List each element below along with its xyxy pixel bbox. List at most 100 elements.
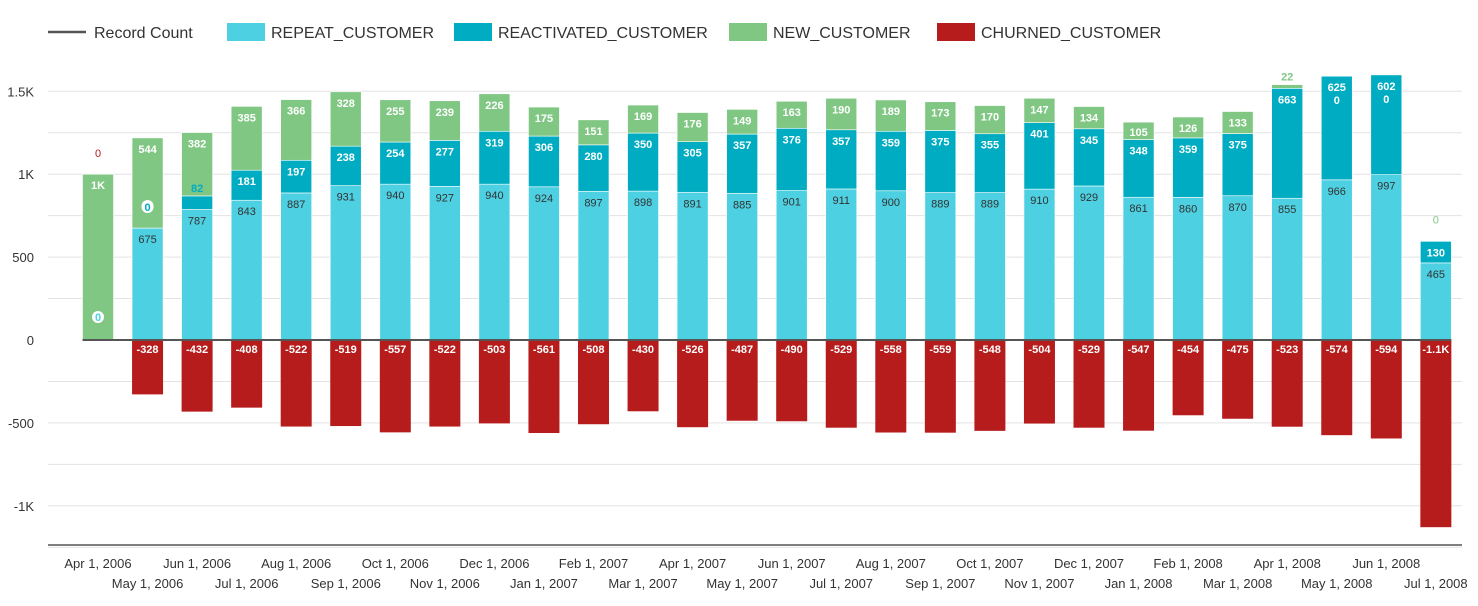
bar-reactivated-customer <box>627 132 659 192</box>
x-tick-label: Aug 1, 2007 <box>856 556 926 571</box>
bar-repeat-customer <box>280 192 313 341</box>
y-tick-label: 1K <box>18 167 34 182</box>
bar-new-customer <box>528 106 560 137</box>
bar-repeat-customer <box>1221 195 1254 341</box>
data-label: 911 <box>832 195 850 207</box>
data-label: 901 <box>783 197 801 209</box>
bar-reactivated-customer <box>528 135 560 188</box>
bar-churned-customer <box>776 340 808 422</box>
bar-new-customer <box>329 91 362 147</box>
data-label: 151 <box>584 126 602 138</box>
x-tick-label: Apr 1, 2006 <box>64 556 131 571</box>
data-label: 375 <box>1228 140 1246 152</box>
x-tick-label: Jul 1, 2008 <box>1404 576 1468 591</box>
x-tick-label: Dec 1, 2007 <box>1054 556 1124 571</box>
data-label: -454 <box>1177 344 1200 356</box>
data-label: 105 <box>1129 127 1147 139</box>
bar-churned-customer <box>677 340 709 428</box>
bar-new-customer <box>230 106 263 171</box>
x-tick-label: Jun 1, 2007 <box>758 556 826 571</box>
data-label: 927 <box>436 192 454 204</box>
zero-badge <box>141 200 154 213</box>
bar-reactivated-customer <box>478 130 511 185</box>
data-label: 787 <box>188 216 206 228</box>
y-tick-label: -1K <box>14 499 35 514</box>
bar-reactivated-customer <box>577 144 610 192</box>
x-tick-label: Sep 1, 2006 <box>311 576 381 591</box>
bar-repeat-customer <box>627 190 659 341</box>
bar-reactivated-customer <box>825 129 858 190</box>
data-label: -519 <box>335 344 357 356</box>
data-label: 401 <box>1030 129 1048 141</box>
x-tick-label: Feb 1, 2007 <box>559 556 628 571</box>
data-label: 0 <box>144 202 150 214</box>
zero-badge <box>92 311 104 323</box>
data-label: 190 <box>832 104 850 116</box>
x-tick-label: Jan 1, 2007 <box>510 576 578 591</box>
data-label: 0 <box>1383 94 1389 106</box>
data-label: 966 <box>1328 186 1346 198</box>
data-label: 843 <box>237 206 255 218</box>
bar-reactivated-customer <box>181 195 213 210</box>
data-label: -430 <box>632 344 654 356</box>
data-label: 0 <box>95 312 101 324</box>
x-tick-label: Mar 1, 2008 <box>1203 576 1272 591</box>
data-label: 147 <box>1030 104 1048 116</box>
bar-reactivated-customer <box>1271 88 1303 199</box>
bar-repeat-customer <box>230 199 263 341</box>
data-label: 375 <box>931 136 949 148</box>
data-label: 544 <box>138 144 157 156</box>
data-label: 870 <box>1228 202 1246 214</box>
data-label: -328 <box>137 344 159 356</box>
data-label: 675 <box>138 234 156 246</box>
bar-reactivated-customer <box>974 133 1006 193</box>
data-label: -548 <box>979 344 1001 356</box>
data-label: -558 <box>880 344 902 356</box>
bar-new-customer <box>131 137 164 229</box>
bar-reactivated-customer <box>379 141 412 185</box>
x-tick-label: Sep 1, 2007 <box>905 576 975 591</box>
y-tick-label: 1.5K <box>7 84 34 99</box>
data-label: -594 <box>1375 344 1398 356</box>
data-label: 350 <box>634 139 652 151</box>
data-label: 319 <box>485 137 503 149</box>
bar-churned-customer <box>726 340 758 421</box>
data-label: 663 <box>1278 94 1296 106</box>
legend-label: REACTIVATED_CUSTOMER <box>498 25 708 42</box>
data-label: 357 <box>832 136 850 148</box>
bar-reactivated-customer <box>280 159 313 194</box>
x-tick-label: Jul 1, 2007 <box>809 576 873 591</box>
data-label: 189 <box>882 106 900 118</box>
data-label: 997 <box>1377 181 1395 193</box>
data-label: 163 <box>783 107 801 119</box>
data-label: 175 <box>535 113 553 125</box>
bar-new-customer <box>874 99 907 132</box>
bar-reactivated-customer <box>874 130 907 192</box>
bar-churned-customer <box>875 340 907 433</box>
bar-churned-customer <box>1271 340 1303 427</box>
bar-churned-customer <box>528 340 560 434</box>
bar-repeat-customer <box>478 183 511 341</box>
data-label: 328 <box>337 98 355 110</box>
x-tick-label: Feb 1, 2008 <box>1153 556 1222 571</box>
bar-churned-customer <box>478 340 510 424</box>
data-label: 280 <box>584 151 602 163</box>
data-label: 226 <box>485 100 503 112</box>
bar-repeat-customer <box>577 190 610 341</box>
bar-churned-customer <box>1023 340 1055 424</box>
data-label: 133 <box>1228 118 1246 130</box>
legend-label: CHURNED_CUSTOMER <box>981 25 1161 42</box>
data-label: -1.1K <box>1422 344 1449 356</box>
legend-swatch <box>729 23 767 41</box>
bar-churned-customer <box>924 340 956 433</box>
data-label: 625 <box>1328 82 1346 94</box>
bar-new-customer <box>1023 97 1056 123</box>
data-label: 940 <box>386 190 404 202</box>
data-labels: 1K 675 544 -328 787 82 382 -432 843 181 385 -408 887… <box>91 72 1449 356</box>
data-label: -529 <box>830 344 852 356</box>
bar-repeat-customer <box>1073 185 1105 341</box>
bar-new-customer <box>627 104 659 134</box>
bar-new-customer <box>280 99 313 161</box>
bar-new-customer <box>974 105 1006 135</box>
